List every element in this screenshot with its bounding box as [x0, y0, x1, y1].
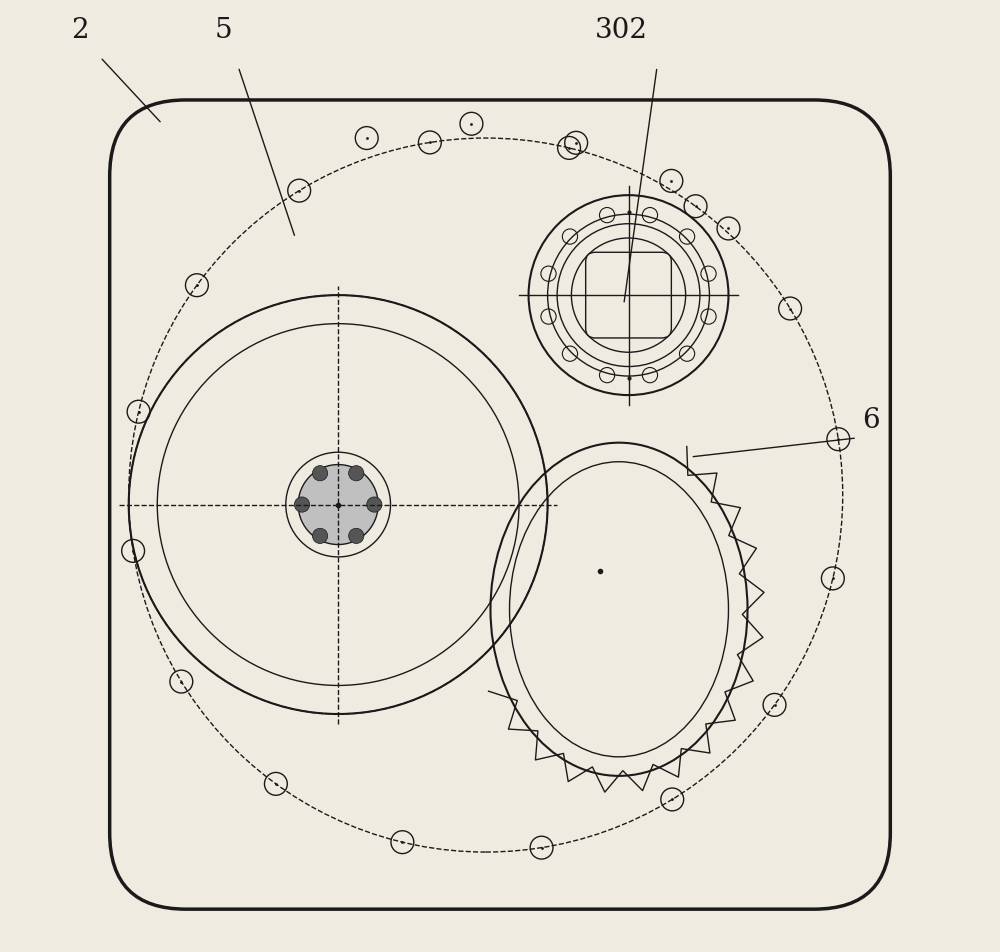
FancyBboxPatch shape — [110, 100, 890, 909]
FancyBboxPatch shape — [586, 252, 671, 338]
Circle shape — [349, 528, 364, 544]
Circle shape — [349, 466, 364, 481]
Text: 2: 2 — [72, 17, 89, 44]
Circle shape — [312, 466, 328, 481]
Circle shape — [298, 465, 378, 545]
Circle shape — [367, 497, 382, 512]
Text: 302: 302 — [595, 17, 648, 44]
Circle shape — [294, 497, 310, 512]
Circle shape — [312, 528, 328, 544]
Text: 6: 6 — [862, 407, 879, 434]
Text: 5: 5 — [214, 17, 232, 44]
